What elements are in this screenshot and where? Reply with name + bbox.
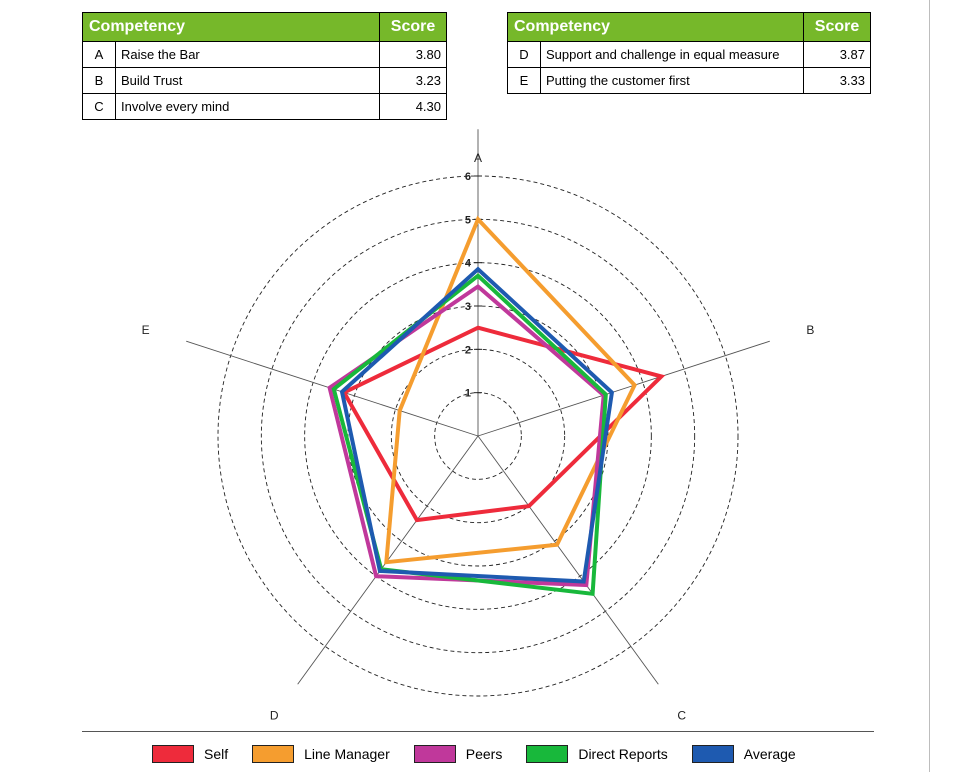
grid-circle (260, 218, 696, 654)
axis-line (477, 435, 659, 685)
tick-label: 4 (465, 258, 472, 270)
legend-swatch (413, 745, 456, 763)
series-line (331, 273, 608, 597)
tick-label: 6 (465, 171, 471, 183)
legend-item: Self (152, 745, 228, 763)
axis-label: C (677, 709, 686, 723)
row-competency: Involve every mind (115, 93, 380, 120)
axis-label: A (474, 151, 482, 165)
table-row: C Involve every mind 4.30 (82, 93, 447, 120)
legend-divider (82, 731, 874, 732)
legend-swatch (152, 745, 194, 763)
legend-label: Direct Reports (578, 746, 668, 762)
score-header: Score (803, 12, 871, 42)
row-score: 3.33 (803, 67, 871, 94)
axis-line (477, 340, 770, 437)
legend-item: Average (691, 745, 796, 763)
legend-label: Peers (465, 746, 503, 762)
tick-label: 3 (465, 301, 471, 313)
row-competency: Raise the Bar (115, 41, 380, 68)
legend-swatch (691, 745, 734, 763)
legend-swatch (526, 745, 569, 763)
row-competency: Support and challenge in equal measure (540, 41, 804, 68)
row-letter: E (507, 67, 541, 94)
page-right-border (929, 0, 930, 772)
tick-label: 5 (465, 214, 471, 226)
series-line (339, 266, 615, 584)
competency-header: Competency (507, 12, 804, 42)
axis-label: B (806, 323, 814, 337)
grid-circle (217, 175, 739, 697)
row-competency: Putting the customer first (540, 67, 804, 94)
legend-label: Self (204, 746, 229, 762)
row-letter: D (507, 41, 541, 68)
row-score: 4.30 (379, 93, 447, 120)
legend-label: Average (743, 746, 796, 762)
table-row: D Support and challenge in equal measure… (507, 41, 871, 68)
competency-table-left: Competency Score A Raise the Bar 3.80 B … (82, 12, 447, 120)
axis-label: D (270, 709, 279, 723)
legend-item: Direct Reports (526, 745, 668, 763)
chart-legend: Self Line Manager Peers Direct Reports Avera… (152, 745, 820, 763)
competency-header: Competency (82, 12, 380, 42)
legend-swatch (252, 745, 295, 763)
legend-label: Line Manager (304, 746, 390, 762)
row-score: 3.23 (379, 67, 447, 94)
legend-item: Line Manager (252, 745, 390, 763)
table-row: E Putting the customer first 3.33 (507, 67, 871, 94)
axis-label: E (142, 323, 150, 337)
row-letter: C (82, 93, 116, 120)
row-competency: Build Trust (115, 67, 380, 94)
legend-item: Peers (413, 745, 503, 763)
competency-table-right: Competency Score D Support and challenge… (507, 12, 871, 94)
tick-label: 1 (465, 388, 471, 400)
grid-circle (304, 262, 652, 610)
radar-chart: 1 2 3 4 5 6A B C D E (142, 129, 814, 723)
series-line (384, 215, 638, 565)
score-header: Score (379, 12, 447, 42)
table-row: B Build Trust 3.23 (82, 67, 447, 94)
tick-label: 2 (465, 344, 471, 356)
series-line (341, 325, 666, 523)
row-letter: B (82, 67, 116, 94)
